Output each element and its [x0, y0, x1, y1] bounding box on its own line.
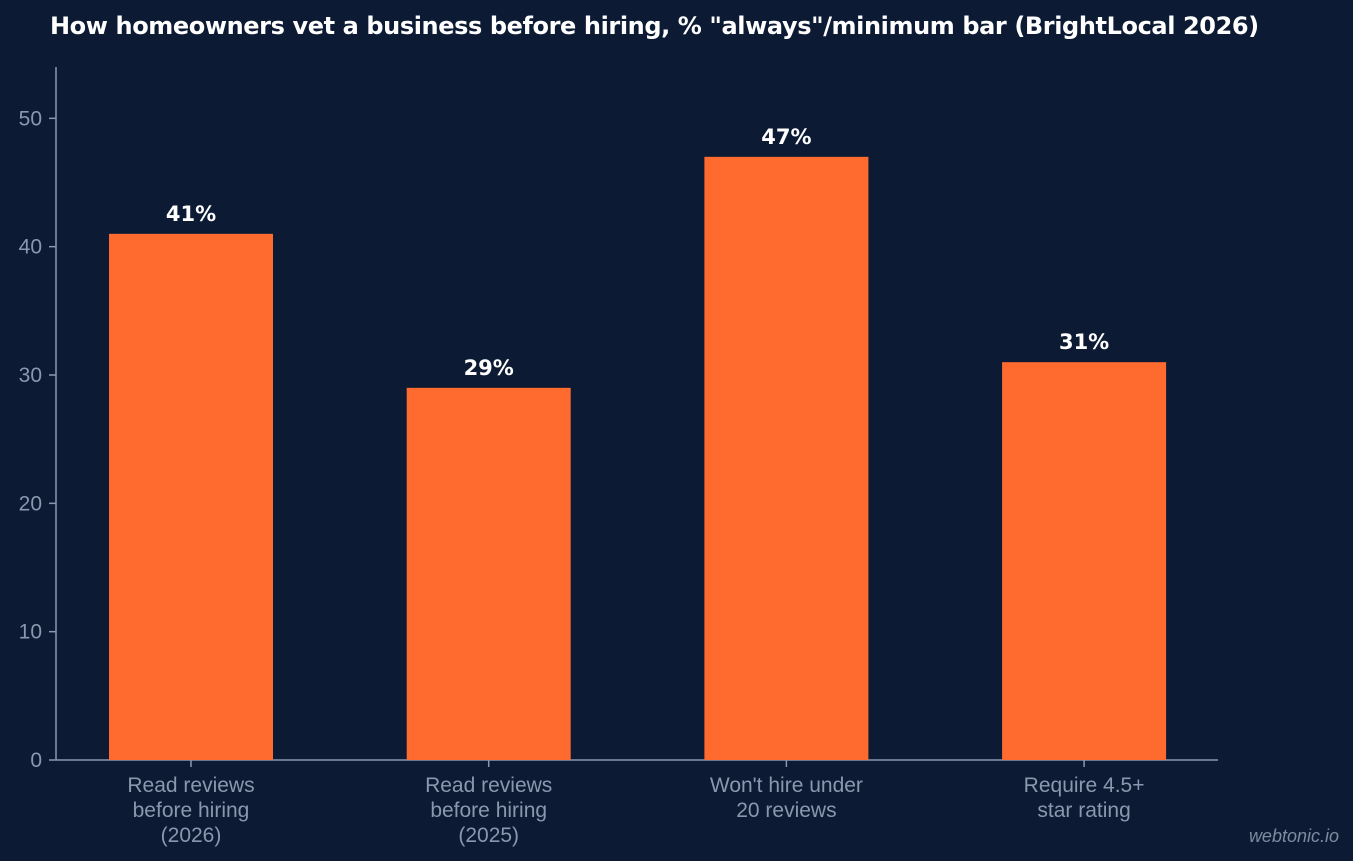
x-tick-label: Read reviews before hiring (2026): [127, 774, 254, 847]
y-tick-label: 50: [19, 107, 42, 130]
data-labels: 41% 29% 47% 31%: [166, 125, 1109, 380]
bar-value-label: 31%: [1059, 330, 1109, 354]
bars: [109, 156, 1167, 761]
x-tick-label: Read reviews before hiring (2025): [425, 774, 552, 847]
watermark: webtonic.io: [1248, 826, 1339, 846]
bar: [704, 156, 869, 761]
x-tick-label-line: before hiring: [133, 799, 250, 822]
bar-value-label: 47%: [761, 125, 811, 149]
x-tick-label-line: Won't hire under: [710, 774, 863, 797]
y-tick-label: 0: [30, 749, 42, 772]
bar: [406, 387, 571, 760]
bar: [1002, 362, 1167, 760]
x-tick-label-line: (2025): [458, 824, 519, 847]
bar-value-label: 29%: [464, 356, 514, 380]
chart-title: How homeowners vet a business before hir…: [50, 12, 1259, 40]
y-tick-label: 40: [19, 236, 42, 259]
y-tick-label: 30: [19, 364, 42, 387]
x-axis: Read reviews before hiring (2026)Read revi…: [56, 759, 1218, 847]
x-tick-label-line: before hiring: [430, 799, 547, 822]
x-tick-label: Won't hire under 20 reviews: [710, 774, 863, 822]
x-tick-label: Require 4.5+ star rating: [1024, 774, 1145, 822]
bar-value-label: 41%: [166, 202, 216, 226]
bar: [109, 233, 273, 761]
y-axis: 0 10 20 30 40 50: [19, 67, 57, 772]
x-tick-label-line: Read reviews: [425, 774, 552, 797]
y-tick-label: 10: [19, 621, 42, 644]
x-tick-label-line: 20 reviews: [736, 799, 836, 822]
x-tick-label-line: star rating: [1037, 799, 1130, 822]
x-tick-label-line: Read reviews: [127, 774, 254, 797]
y-tick-label: 20: [19, 492, 42, 515]
x-tick-label-line: Require 4.5+: [1024, 774, 1145, 797]
x-tick-label-line: (2026): [161, 824, 222, 847]
